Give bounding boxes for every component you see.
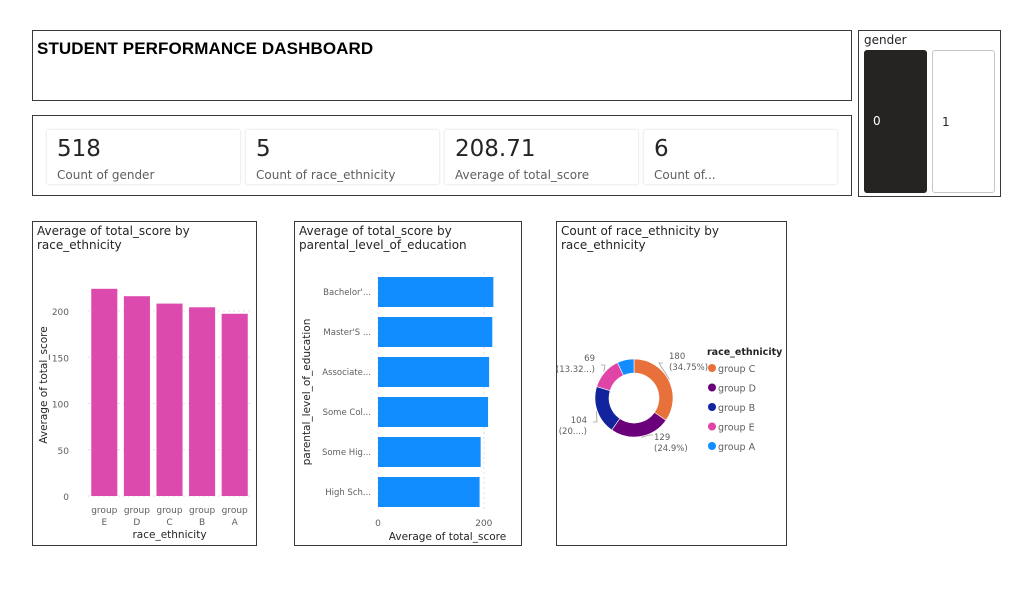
x-tick-label: 200: [475, 519, 492, 529]
y-tick-label: 0: [63, 493, 69, 503]
data-label-percent: (24.9%): [654, 444, 688, 454]
legend-label: group C: [718, 364, 756, 375]
title-card: STUDENT PERFORMANCE DASHBOARD: [32, 30, 852, 101]
kpi-card-count-gender[interactable]: 518 Count of gender: [46, 129, 241, 185]
y-axis-title: Average of total_score: [38, 326, 50, 443]
bar-group-b: [189, 307, 216, 496]
y-tick-label: Some Hig...: [322, 448, 371, 458]
donut-chart-svg: 180(34.75%) 129(24.9%) 104(20....) 69(13.32…: [556, 347, 783, 454]
y-tick-label: Bachelor'...: [323, 288, 371, 298]
kpi-panel: 518 Count of gender 5 Count of race_ethn…: [32, 115, 852, 196]
x-tick-label: group: [189, 506, 215, 516]
x-tick-label: group: [222, 506, 248, 516]
chart-title: Average of total_score by race_ethnicity: [37, 224, 190, 252]
leader-line: [601, 364, 606, 372]
data-label-percent: (13.32...): [556, 365, 595, 375]
legend-label: group E: [718, 423, 755, 434]
kpi-card-average-score[interactable]: 208.71 Average of total_score: [444, 129, 639, 185]
kpi-value: 5: [256, 136, 271, 162]
data-label-count: 129: [654, 433, 670, 443]
bar-group-c: [156, 303, 183, 496]
slicer-option-label: 0: [873, 114, 881, 128]
kpi-label: Count of...: [654, 168, 716, 182]
data-label-percent: (34.75%): [669, 363, 708, 373]
slicer-option-label: 1: [942, 115, 950, 129]
x-axis-title: Average of total_score: [389, 531, 506, 543]
x-axis-title: race_ethnicity: [132, 529, 206, 541]
y-tick-label: 50: [58, 447, 70, 457]
gender-slicer: gender 0 1: [858, 30, 1001, 197]
slicer-header: gender: [864, 33, 907, 47]
slice-group-B: [594, 386, 621, 431]
x-tick-label: group: [91, 506, 117, 516]
y-axis-title: parental_level_of_education: [301, 319, 313, 466]
kpi-value: 518: [57, 136, 101, 162]
leader-line: [658, 362, 670, 380]
slicer-option-1[interactable]: 1: [932, 50, 995, 193]
slicer-option-0[interactable]: 0: [864, 50, 927, 193]
y-tick-label: 150: [52, 354, 69, 364]
bar-education-3: [378, 397, 489, 427]
chart-count-by-race[interactable]: Count of race_ethnicity by race_ethnicit…: [556, 221, 787, 546]
chart-score-by-race[interactable]: Average of total_score by race_ethnicity…: [32, 221, 257, 546]
legend-marker: [708, 383, 716, 392]
y-tick-label: Some Col...: [323, 408, 371, 418]
chart-title: Average of total_score by parental_level…: [299, 224, 467, 252]
legend-marker: [708, 364, 716, 372]
legend-label: group D: [718, 384, 756, 395]
x-tick-label: group: [156, 506, 182, 516]
kpi-card-count-other[interactable]: 6 Count of...: [643, 129, 838, 185]
kpi-label: Average of total_score: [455, 168, 590, 182]
bar-education-4: [378, 437, 481, 467]
data-label-count: 104: [571, 416, 587, 426]
chart-title: Count of race_ethnicity by race_ethnicit…: [561, 224, 720, 252]
hbar-chart-svg: 0 200 Bachelor'... Master'S ... Associate...…: [301, 272, 506, 543]
y-tick-label: Master'S ...: [323, 328, 371, 338]
bar-education-5: [378, 477, 480, 507]
chart-score-by-education[interactable]: Average of total_score by parental_level…: [294, 221, 522, 546]
kpi-label: Count of race_ethnicity: [256, 168, 396, 182]
leader-line: [640, 434, 653, 438]
bar-education-1: [378, 317, 493, 347]
x-tick-label: C: [166, 518, 172, 528]
y-tick-label: High Sch...: [325, 488, 371, 498]
data-label-count: 69: [584, 354, 595, 364]
legend-marker: [708, 403, 716, 411]
bar-education-0: [378, 277, 494, 307]
y-tick-label: Associate...: [322, 368, 371, 378]
bar-group-a: [221, 313, 248, 496]
x-tick-label: D: [133, 518, 140, 528]
dashboard-title: STUDENT PERFORMANCE DASHBOARD: [37, 39, 374, 58]
x-tick-label: E: [101, 518, 107, 528]
kpi-value: 6: [654, 136, 669, 162]
legend-label: group A: [718, 442, 756, 453]
legend-marker: [708, 422, 716, 431]
legend-title: race_ethnicity: [707, 347, 783, 358]
data-label-count: 180: [669, 352, 685, 362]
legend-label: group B: [718, 403, 755, 414]
slice-group-A: [617, 358, 635, 376]
y-tick-label: 200: [52, 308, 69, 318]
bar-group-e: [91, 288, 118, 496]
leader-line: [593, 411, 598, 423]
kpi-value: 208.71: [455, 136, 536, 162]
bar-education-2: [378, 357, 490, 387]
legend-marker: [708, 442, 716, 450]
bar-group-d: [123, 296, 150, 496]
x-tick-label: A: [232, 518, 239, 528]
x-tick-label: 0: [375, 519, 381, 529]
data-label-percent: (20....): [559, 427, 587, 437]
y-tick-label: 100: [52, 401, 69, 411]
kpi-card-count-race[interactable]: 5 Count of race_ethnicity: [245, 129, 440, 185]
kpi-label: Count of gender: [57, 168, 155, 182]
x-tick-label: B: [199, 518, 205, 528]
x-tick-label: group: [124, 506, 150, 516]
slice-group-C: [633, 358, 674, 421]
